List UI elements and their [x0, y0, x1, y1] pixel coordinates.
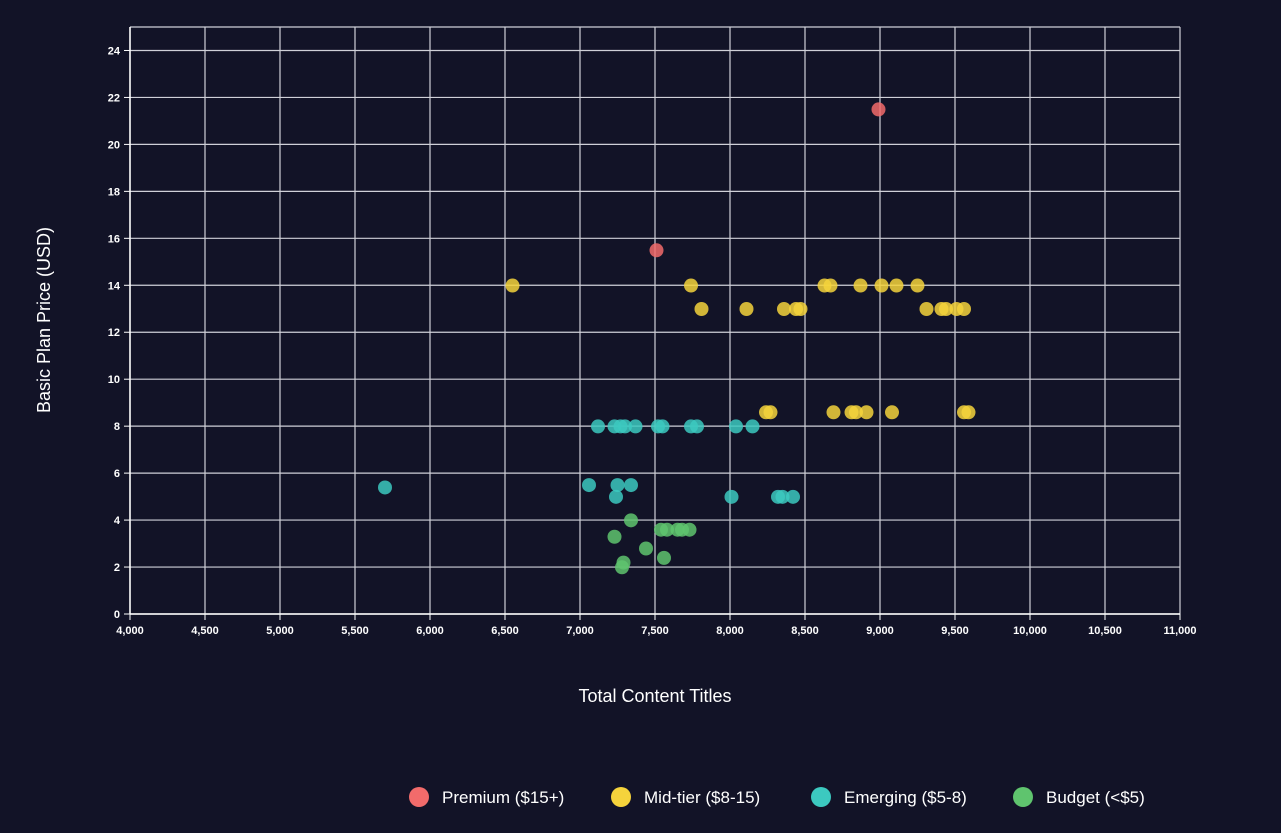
legend-marker — [409, 787, 429, 807]
legend-label: Premium ($15+) — [442, 788, 564, 807]
data-point-3 — [582, 478, 596, 493]
y-tick-label: 2 — [114, 562, 120, 574]
data-point-3 — [609, 489, 623, 504]
y-tick-label: 6 — [114, 468, 120, 480]
data-point-2 — [823, 278, 838, 293]
data-point-2 — [739, 301, 754, 316]
data-point-3 — [745, 419, 760, 434]
x-axis-title: Total Content Titles — [578, 686, 731, 706]
data-point-3 — [775, 489, 790, 504]
data-point-2 — [919, 301, 934, 316]
y-tick-label: 14 — [108, 280, 121, 292]
data-point-3 — [628, 419, 643, 434]
data-point-3 — [624, 478, 638, 493]
x-tick-label: 11,000 — [1163, 625, 1196, 637]
data-point-2 — [874, 278, 889, 293]
data-point-4 — [616, 555, 631, 570]
data-point-2 — [885, 405, 899, 420]
y-tick-label: 8 — [114, 421, 120, 433]
y-tick-label: 16 — [108, 233, 120, 245]
data-point-1 — [649, 243, 664, 258]
data-point-2 — [957, 301, 971, 316]
x-axis-ticks: 4,000 4,500 5,000 5,500 6,000 6,500 7,000 7,500… — [116, 614, 1197, 637]
data-point-2 — [853, 278, 868, 293]
data-point-4 — [607, 529, 622, 544]
legend-label: Budget (<$5) — [1046, 788, 1145, 807]
x-tick-label: 8,500 — [791, 625, 819, 637]
legend-label: Emerging ($5-8) — [844, 788, 967, 807]
legend-label: Mid-tier ($8-15) — [644, 788, 760, 807]
legend-marker — [811, 787, 831, 807]
data-point-3 — [729, 419, 743, 434]
y-tick-label: 12 — [108, 327, 120, 339]
data-point-2 — [939, 301, 953, 316]
x-tick-label: 6,000 — [416, 625, 444, 637]
x-tick-label: 7,000 — [566, 625, 594, 637]
data-point-3 — [610, 478, 625, 493]
y-tick-label: 22 — [108, 92, 120, 104]
data-points — [378, 102, 976, 575]
grid — [129, 26, 1181, 615]
data-point-3 — [591, 419, 605, 434]
data-point-2 — [684, 278, 698, 293]
data-point-4 — [682, 522, 697, 537]
data-point-4 — [639, 541, 653, 556]
x-tick-label: 4,500 — [191, 625, 219, 637]
data-point-2 — [505, 278, 520, 293]
data-point-2 — [859, 405, 874, 420]
x-tick-label: 9,000 — [866, 625, 894, 637]
y-tick-label: 4 — [114, 515, 121, 527]
data-point-2 — [793, 301, 808, 316]
legend-marker — [611, 787, 631, 807]
data-point-3 — [786, 489, 800, 504]
x-tick-label: 10,000 — [1013, 625, 1047, 637]
legend: Premium ($15+) Mid-tier ($8-15) Emerging (… — [409, 787, 1145, 807]
y-tick-label: 18 — [108, 186, 120, 198]
x-tick-label: 8,000 — [716, 625, 744, 637]
x-tick-label: 7,500 — [641, 625, 669, 637]
data-point-4 — [660, 522, 674, 537]
x-tick-label: 9,500 — [941, 625, 969, 637]
x-tick-label: 4,000 — [116, 625, 144, 637]
legend-marker — [1013, 787, 1033, 807]
data-point-3 — [378, 480, 392, 495]
data-point-2 — [763, 405, 778, 420]
y-tick-label: 10 — [108, 374, 120, 386]
data-point-2 — [910, 278, 925, 293]
data-point-1 — [871, 102, 886, 117]
y-axis-title: Basic Plan Price (USD) — [34, 227, 54, 413]
data-point-3 — [655, 419, 670, 434]
x-tick-label: 5,500 — [341, 625, 369, 637]
data-point-2 — [694, 301, 709, 316]
x-tick-label: 5,000 — [266, 625, 294, 637]
data-point-2 — [849, 405, 863, 420]
data-point-2 — [826, 405, 841, 420]
data-point-3 — [724, 489, 739, 504]
data-point-3 — [618, 419, 632, 434]
data-point-2 — [777, 301, 791, 316]
data-point-2 — [889, 278, 904, 293]
x-tick-label: 10,500 — [1088, 625, 1122, 637]
data-point-4 — [624, 513, 638, 528]
data-point-4 — [657, 550, 671, 565]
y-tick-label: 0 — [114, 609, 120, 621]
data-point-3 — [690, 419, 704, 434]
x-tick-label: 6,500 — [491, 625, 519, 637]
y-tick-label: 24 — [108, 45, 121, 57]
y-tick-label: 20 — [108, 139, 120, 151]
data-point-2 — [961, 405, 976, 420]
